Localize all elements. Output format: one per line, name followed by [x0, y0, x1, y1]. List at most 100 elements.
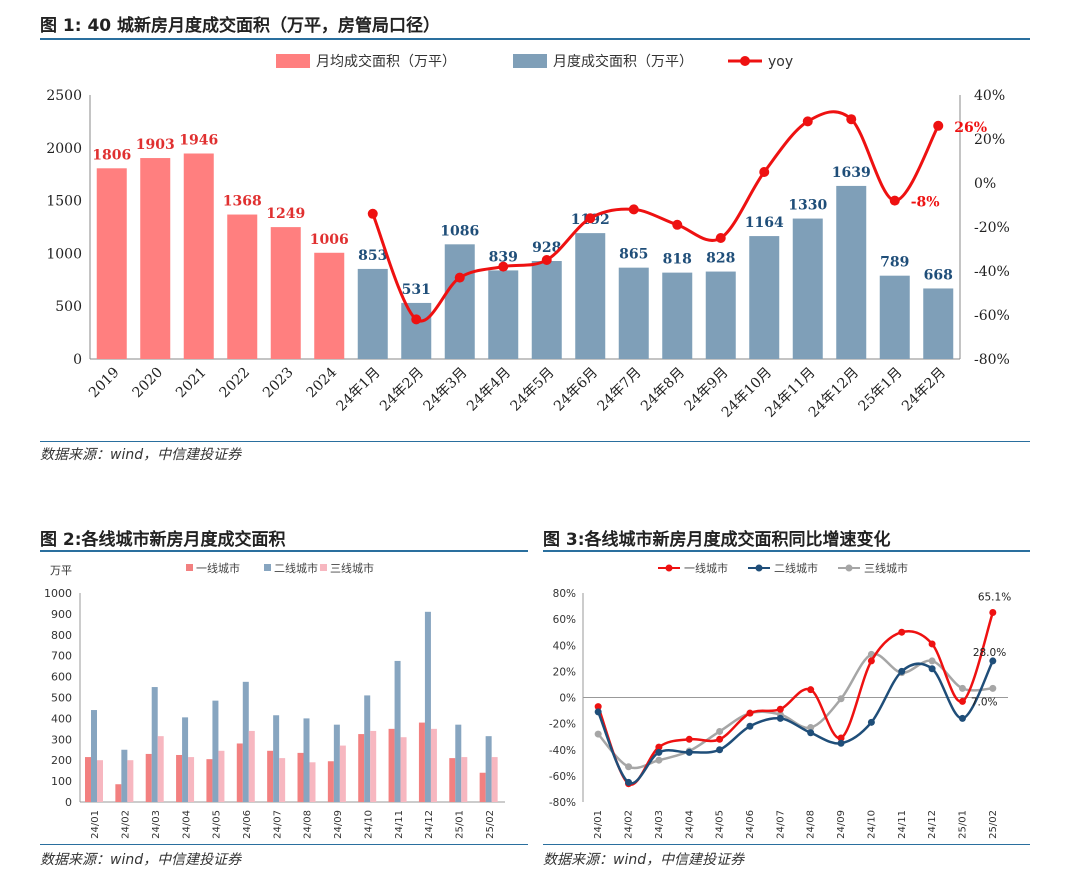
y-tick-label: 200 [51, 754, 72, 767]
legend-swatch [264, 564, 271, 571]
legend-label: 三线城市 [864, 561, 908, 575]
y-tick-label: -20% [549, 719, 576, 731]
y-right-tick-label: 20% [974, 132, 1005, 148]
bar-二线城市 [182, 717, 189, 802]
point-二线城市 [807, 729, 815, 737]
bar-三线城市 [430, 728, 437, 802]
y-tick-label: 60% [553, 614, 576, 626]
yoy-point [933, 120, 944, 131]
yoy-point [454, 272, 465, 283]
x-tick-label: 25/01 [957, 810, 968, 839]
bar-三线城市 [491, 757, 498, 802]
bar-三线城市 [339, 745, 346, 802]
x-tick-label: 24/01 [90, 810, 101, 839]
bar-三线城市 [400, 737, 407, 802]
bar-二线城市 [364, 695, 371, 802]
bar-value-label: 853 [358, 248, 387, 264]
bar-三线城市 [370, 730, 377, 802]
figure2-bottom-rule [40, 844, 528, 845]
legend-label-0: 月均成交面积（万平） [316, 53, 456, 70]
legend-marker-2 [740, 56, 750, 66]
monthly-bar [401, 302, 432, 359]
bar-一线城市 [267, 750, 274, 802]
bar-三线城市 [97, 760, 103, 802]
y-tick-label: 400 [51, 712, 72, 725]
point-二线城市 [898, 667, 906, 675]
x-tick-label: 24/12 [927, 810, 938, 839]
bar-三线城市 [127, 760, 134, 802]
y-tick-label: 600 [51, 671, 72, 684]
bar-一线城市 [358, 734, 365, 802]
x-tick-label: 24/06 [242, 810, 253, 839]
figure1-top-rule [40, 38, 1030, 40]
x-tick-label: 24/02 [624, 810, 635, 839]
point-三线城市 [655, 756, 663, 764]
point-三线城市 [958, 684, 966, 692]
y-tick-label: 900 [51, 608, 72, 621]
bar-value-label: 789 [880, 255, 909, 271]
point-二线城市 [685, 748, 693, 756]
figure1-chart: 月均成交面积（万平） 月度成交面积（万平） yoy 0 500 1000 1500 2000 2… [46, 53, 1010, 421]
bar-value-label: 1903 [136, 137, 175, 153]
y-tick-label: 40% [553, 640, 576, 652]
bar-一线城市 [297, 752, 304, 802]
point-二线城市 [837, 739, 845, 747]
y-right-tick-label: 40% [974, 88, 1005, 104]
legend-marker [755, 564, 763, 572]
bar-value-label: 865 [619, 247, 648, 263]
bar-一线城市 [236, 743, 243, 802]
x-tick-label: 24/10 [866, 810, 877, 839]
point-二线城市 [958, 714, 966, 722]
bar-value-label: 531 [402, 282, 431, 298]
point-一线城市 [867, 657, 875, 665]
y-tick-label: 300 [51, 733, 72, 746]
monthly-bar [531, 261, 562, 359]
point-二线城市 [594, 708, 602, 716]
bar-一线城市 [176, 754, 183, 802]
y-tick-label: 80% [553, 588, 576, 600]
x-tick-label: 25/02 [485, 810, 496, 839]
bar-二线城市 [91, 710, 97, 802]
y-right-tick-label: 0% [974, 176, 996, 192]
point-三线城市 [716, 727, 724, 735]
bar-value-label: 828 [706, 251, 735, 267]
figure1-title: 图 1: 40 城新房月度成交面积（万平，房管局口径） [40, 16, 441, 36]
y-tick-label: 700 [51, 650, 72, 663]
end-value-label: 7.0% [971, 696, 998, 708]
y-unit-label: 万平 [50, 564, 72, 577]
x-tick-label: 25/02 [988, 810, 999, 839]
y-tick-label: 100 [51, 775, 72, 788]
x-tick-label: 24/09 [836, 810, 847, 839]
bar-二线城市 [151, 687, 158, 802]
bar-value-label: 839 [489, 249, 518, 265]
bar-value-label: 928 [532, 240, 561, 256]
legend-label-1: 月度成交面积（万平） [553, 53, 693, 70]
bar-value-label: 818 [663, 252, 692, 268]
y-left-tick-label: 0 [73, 352, 82, 368]
y-left-tick-label: 2000 [46, 141, 82, 157]
bar-三线城市 [157, 736, 164, 802]
point-二线城市 [716, 746, 724, 754]
legend-marker [845, 564, 853, 572]
x-tick-label: 24/03 [151, 810, 162, 839]
point-二线城市 [625, 778, 633, 786]
yoy-point [802, 116, 813, 127]
bar-value-label: 1006 [310, 232, 349, 248]
yoy-point [628, 204, 639, 215]
point-一线城市 [776, 705, 784, 713]
x-tick-label: 24/08 [806, 810, 817, 839]
yoy-point [411, 314, 422, 325]
yoy-point [585, 213, 596, 224]
end-value-label: 65.1% [978, 591, 1011, 603]
bar-value-label: 1330 [788, 198, 827, 214]
figure2-top-rule [40, 550, 528, 552]
y-tick-label: 500 [51, 692, 72, 705]
figure3-bottom-rule [543, 844, 1030, 845]
bar-一线城市 [479, 772, 486, 802]
yoy-point [672, 219, 683, 230]
legend-label-2: yoy [768, 54, 793, 70]
bar-一线城市 [115, 784, 122, 802]
y-right-tick-label: -60% [974, 308, 1010, 324]
point-二线城市 [867, 718, 875, 726]
